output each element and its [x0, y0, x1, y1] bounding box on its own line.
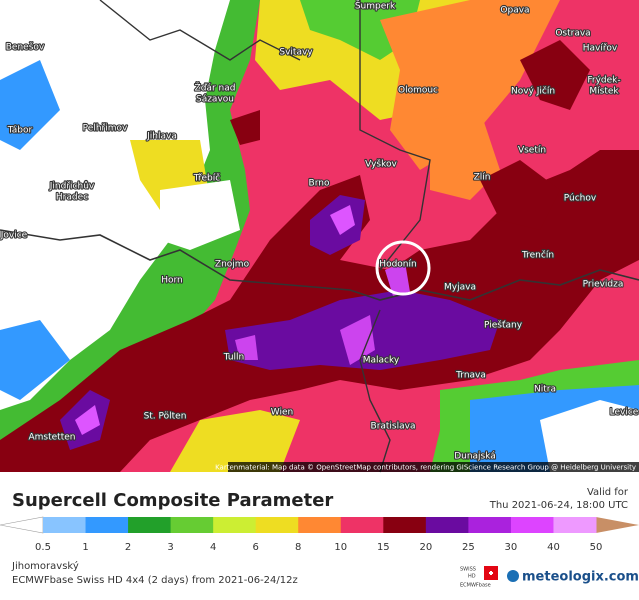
city-label: Zlín — [474, 173, 491, 183]
city-label: Malacky — [363, 356, 400, 366]
city-label: Žďár nad — [195, 82, 236, 94]
legend-tick-label: 3 — [167, 542, 173, 553]
legend-tick-label: 20 — [419, 542, 432, 553]
city-label: Horn — [161, 276, 183, 286]
legend-tick-label: 1 — [82, 542, 88, 553]
legend-tick-label: 0.5 — [35, 542, 51, 553]
legend-swatch — [255, 517, 299, 533]
city-label: Nový Jičín — [511, 86, 555, 97]
logo: SWISS HD ECMWFbase meteologix.com — [460, 566, 639, 589]
city-label: Bratislava — [371, 422, 416, 432]
city-label: Místek — [589, 87, 619, 97]
region: Jihomoravský — [11, 560, 79, 572]
legend-swatch — [43, 517, 87, 533]
city-label: Prievidza — [583, 280, 624, 290]
city-label: Pelhřimov — [83, 124, 128, 134]
city-label: Levice — [610, 408, 639, 418]
legend-swatch — [553, 517, 597, 533]
city-label: Vyškov — [365, 159, 397, 170]
city-label: Jihlava — [146, 132, 177, 142]
legend-tick-label: 8 — [295, 542, 301, 553]
city-label: Trenčín — [521, 250, 554, 261]
city-label: Púchov — [564, 194, 597, 204]
valid-time: Thu 2021-06-24, 18:00 UTC — [489, 500, 628, 511]
legend-swatch — [128, 517, 172, 533]
city-label: Frýdek- — [587, 76, 620, 86]
legend-tick-label: 15 — [377, 542, 390, 553]
model-info: ECMWFbase Swiss HD 4x4 (2 days) from 202… — [12, 575, 298, 586]
logo-badge-hd: HD — [468, 574, 476, 580]
legend-swatch — [340, 517, 384, 533]
city-label: Benešov — [6, 42, 45, 53]
city-label: Jindřichův — [49, 181, 95, 192]
city-label: Šumperk — [355, 0, 396, 12]
legend-tick-label: 40 — [547, 542, 560, 553]
city-label: Svitavy — [279, 48, 313, 58]
city-label: Hodonín — [379, 260, 416, 270]
valid-label: Valid for — [587, 487, 629, 498]
city-label: Znojmo — [215, 260, 250, 270]
legend-swatch — [85, 517, 129, 533]
legend-tick-label: 4 — [210, 542, 216, 553]
city-label: Havířov — [583, 44, 618, 54]
city-label: Ostrava — [555, 29, 590, 39]
logo-badge-base: ECMWFbase — [460, 583, 491, 589]
city-label: Třebíč — [193, 173, 220, 184]
city-label: Trnava — [455, 371, 486, 381]
legend-tick-label: 50 — [590, 542, 603, 553]
legend-swatch — [425, 517, 469, 533]
city-label: Opava — [500, 6, 529, 16]
legend-tick-label: 6 — [253, 542, 259, 553]
legend-swatch — [170, 517, 214, 533]
city-labels: Šumperk Opava Benešov Svitavy Ostrava Ha… — [0, 0, 639, 463]
legend: 0.5 1 2 3 4 6 8 10 15 20 25 30 40 50 — [0, 516, 639, 553]
legend-tick-label: 10 — [334, 542, 347, 553]
city-label: Piešťany — [484, 320, 523, 331]
bottom-panel: Supercell Composite Parameter Valid for … — [0, 487, 639, 589]
city-label: Tulln — [223, 353, 245, 363]
city-label: Nitra — [534, 385, 556, 395]
legend-swatch — [468, 517, 512, 533]
legend-swatch — [213, 517, 257, 533]
city-label: Sázavou — [196, 95, 234, 105]
legend-swatch — [298, 517, 342, 533]
city-label: St. Pölten — [144, 412, 187, 422]
panel-title: Supercell Composite Parameter — [12, 490, 333, 511]
legend-swatch — [383, 517, 427, 533]
city-label: Wien — [271, 408, 293, 418]
logo-badge-top: SWISS — [460, 567, 476, 573]
city-label: Amstetten — [29, 433, 76, 443]
logo-site: meteologix.com — [522, 570, 639, 585]
city-label: Brno — [309, 179, 330, 189]
legend-swatch — [510, 517, 554, 533]
city-label: Olomouc — [398, 86, 438, 96]
legend-tick-label: 30 — [505, 542, 518, 553]
city-label: Hradec — [56, 193, 88, 203]
city-label: Dunajská — [454, 452, 496, 462]
map: Šumperk Opava Benešov Svitavy Ostrava Ha… — [0, 0, 639, 473]
city-label: Vsetín — [518, 146, 546, 156]
city-label: Myjava — [444, 283, 476, 293]
city-label: Tábor — [7, 126, 33, 136]
legend-tick-label: 25 — [462, 542, 475, 553]
city-label: Jovice — [0, 231, 28, 241]
map-attribution: Kartenmaterial: Map data © OpenStreetMap… — [215, 464, 636, 472]
legend-tick-label: 2 — [125, 542, 131, 553]
